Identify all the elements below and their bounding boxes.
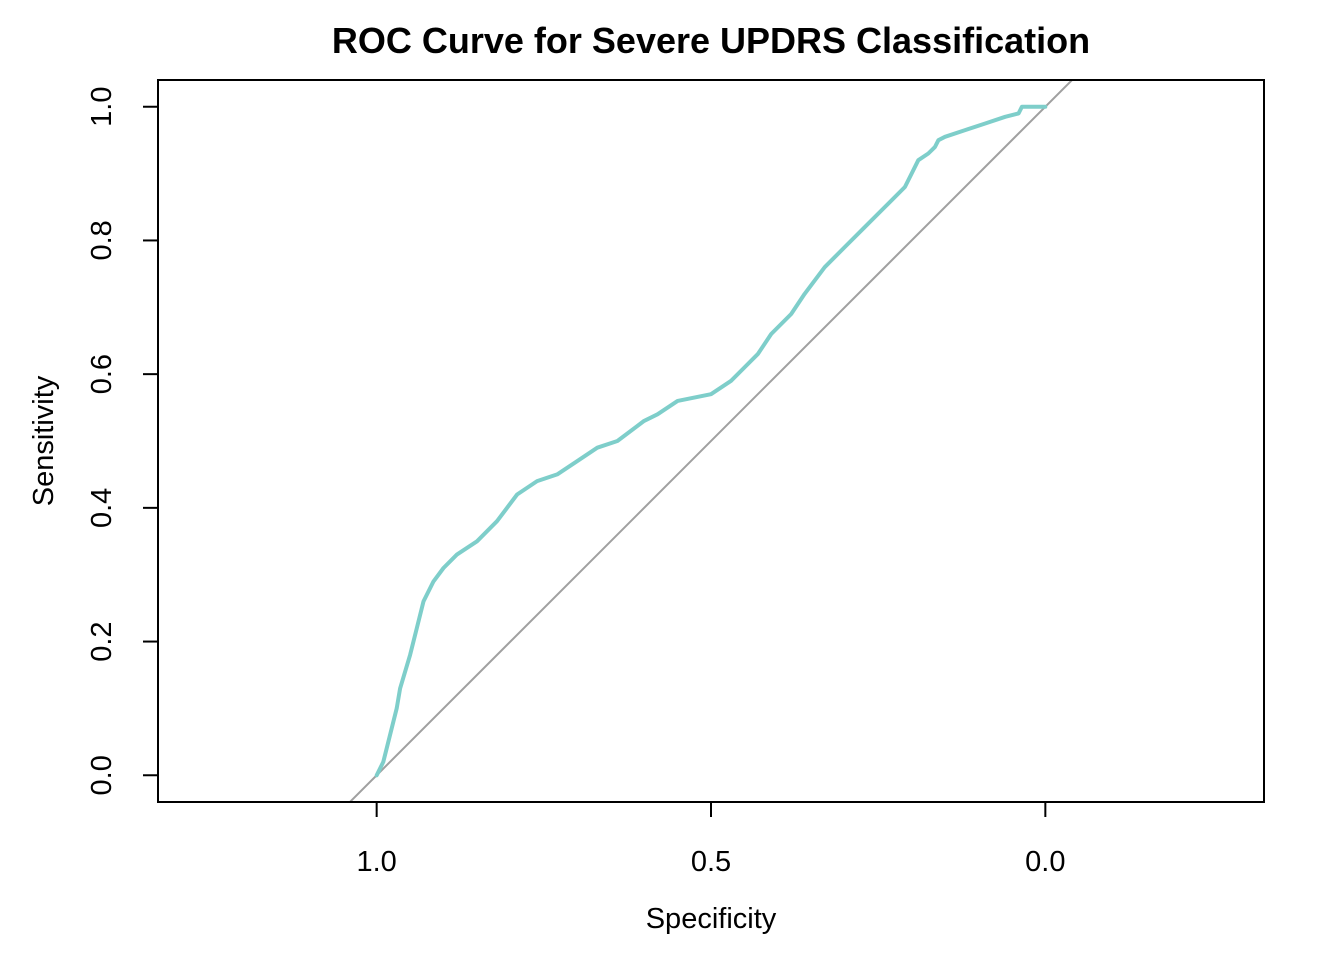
y-tick-label: 0.4 [86,488,118,528]
x-axis-label: Specificity [646,903,777,935]
y-tick-label: 0.6 [86,354,118,394]
y-tick-label: 0.8 [86,220,118,260]
y-tick-label: 0.2 [86,621,118,661]
plot-area: 1.0 0.5 0.0 0.0 0.2 0.4 0.6 0.8 1.0 [86,79,1265,878]
x-tick-label: 1.0 [356,846,396,878]
y-tick-label: 0.0 [86,755,118,795]
y-axis-label: Sensitivity [28,375,60,506]
chart-title: ROC Curve for Severe UPDRS Classificatio… [332,20,1090,61]
reference-diagonal-line [348,80,1074,802]
x-tick-label: 0.0 [1025,846,1065,878]
x-tick-label: 0.5 [691,846,731,878]
roc-curve-line [374,104,1048,778]
y-tick-label: 1.0 [86,87,118,127]
